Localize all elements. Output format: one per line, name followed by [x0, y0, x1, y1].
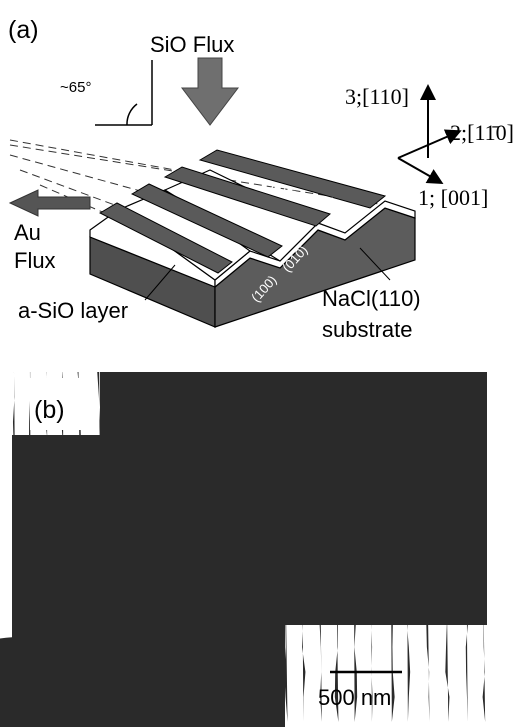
- panel-label: (a): [8, 16, 39, 44]
- au-flux-arrow: [10, 190, 90, 216]
- au-flux-label: Flux: [14, 248, 56, 273]
- substrate-label: NaCl(110): [322, 286, 421, 311]
- scale-bar-label: 500 nm: [318, 685, 391, 710]
- sio-flux-label: SiO Flux: [150, 32, 234, 57]
- panel-label: (b): [34, 396, 65, 424]
- au-flux-label: Au: [14, 220, 41, 245]
- sio-layer-label: a-SiO layer: [18, 298, 128, 323]
- angle-indicator: [95, 60, 152, 125]
- sio-flux-arrow: [182, 58, 238, 125]
- substrate-label: substrate: [322, 317, 413, 342]
- angle-label: ~65°: [60, 79, 91, 96]
- axis-2-label: 2;[11̄0]: [450, 120, 514, 145]
- axis-1-label: 1; [001]: [418, 185, 488, 210]
- axis-3-label: 3;[110]: [345, 84, 409, 109]
- figure: (a) SiO Flux ~65° 3;[110] 2;[11̄0] 1; [0…: [0, 0, 527, 727]
